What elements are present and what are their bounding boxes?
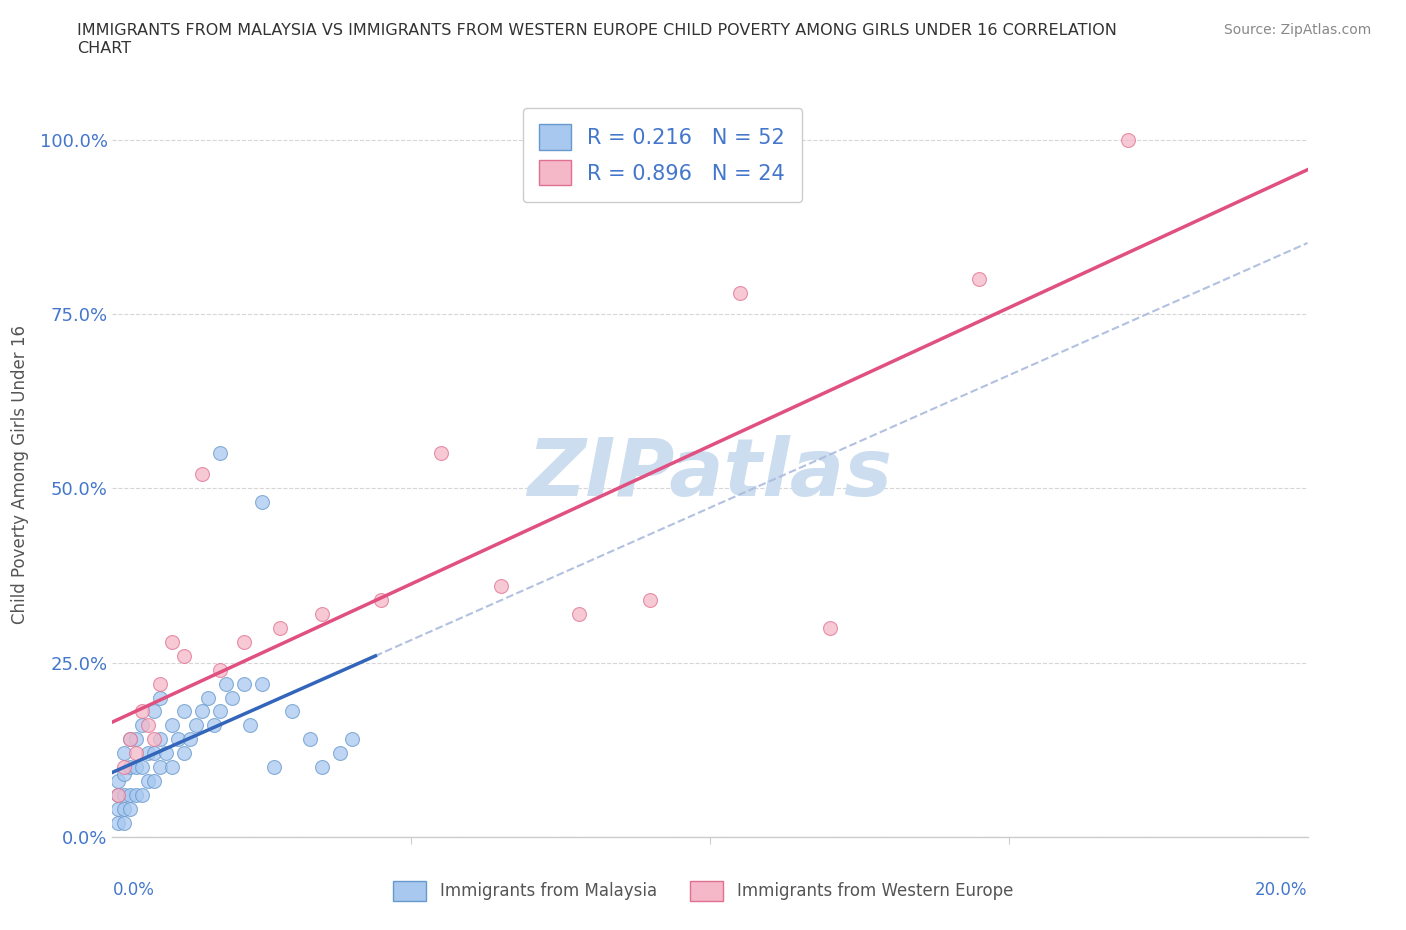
Point <box>155 746 177 761</box>
Point <box>221 690 243 705</box>
Point <box>269 620 291 635</box>
Point <box>125 788 148 803</box>
Point <box>209 662 232 677</box>
Point <box>114 766 135 781</box>
Point <box>179 732 201 747</box>
Text: 20.0%: 20.0% <box>1256 881 1308 898</box>
Point <box>138 746 160 761</box>
Point <box>250 495 273 510</box>
Point <box>143 774 166 789</box>
Point <box>131 788 153 803</box>
Point <box>131 718 153 733</box>
Y-axis label: Child Poverty Among Girls Under 16: Child Poverty Among Girls Under 16 <box>10 325 28 624</box>
Legend: Immigrants from Malaysia, Immigrants from Western Europe: Immigrants from Malaysia, Immigrants fro… <box>387 874 1019 908</box>
Point <box>329 746 352 761</box>
Point <box>114 816 135 830</box>
Point <box>107 788 129 803</box>
Text: IMMIGRANTS FROM MALAYSIA VS IMMIGRANTS FROM WESTERN EUROPE CHILD POVERTY AMONG G: IMMIGRANTS FROM MALAYSIA VS IMMIGRANTS F… <box>77 23 1118 56</box>
Point <box>114 746 135 761</box>
Point <box>120 732 142 747</box>
Point <box>197 690 219 705</box>
Point <box>114 802 135 817</box>
Point <box>263 760 285 775</box>
Point <box>107 774 129 789</box>
Point <box>209 704 232 719</box>
Point <box>107 816 129 830</box>
Point <box>114 760 135 775</box>
Point <box>311 760 333 775</box>
Point <box>125 746 148 761</box>
Point <box>131 760 153 775</box>
Point <box>967 272 990 286</box>
Point <box>298 732 321 747</box>
Point <box>818 620 841 635</box>
Point <box>250 676 273 691</box>
Point <box>191 704 214 719</box>
Point <box>107 788 129 803</box>
Point <box>138 718 160 733</box>
Point <box>430 446 453 461</box>
Point <box>149 732 172 747</box>
Point <box>149 690 172 705</box>
Point <box>489 578 512 593</box>
Point <box>125 760 148 775</box>
Point <box>186 718 208 733</box>
Point <box>233 634 256 649</box>
Point <box>728 286 751 300</box>
Point <box>143 746 166 761</box>
Text: Source: ZipAtlas.com: Source: ZipAtlas.com <box>1223 23 1371 37</box>
Point <box>191 467 214 482</box>
Point <box>167 732 190 747</box>
Point <box>640 592 662 607</box>
Point <box>125 732 148 747</box>
Text: 0.0%: 0.0% <box>112 881 155 898</box>
Point <box>239 718 262 733</box>
Point <box>149 760 172 775</box>
Point <box>340 732 363 747</box>
Point <box>120 732 142 747</box>
Point <box>173 648 195 663</box>
Point <box>138 774 160 789</box>
Text: ZIPatlas: ZIPatlas <box>527 435 893 513</box>
Point <box>370 592 392 607</box>
Point <box>143 732 166 747</box>
Point <box>311 606 333 621</box>
Point <box>568 606 591 621</box>
Point <box>209 446 232 461</box>
Point <box>215 676 238 691</box>
Point <box>120 788 142 803</box>
Point <box>173 704 195 719</box>
Point <box>162 634 183 649</box>
Point <box>233 676 256 691</box>
Point <box>162 718 183 733</box>
Point <box>120 802 142 817</box>
Point <box>162 760 183 775</box>
Point <box>131 704 153 719</box>
Point <box>143 704 166 719</box>
Point <box>107 802 129 817</box>
Point <box>202 718 225 733</box>
Legend: R = 0.216   N = 52, R = 0.896   N = 24: R = 0.216 N = 52, R = 0.896 N = 24 <box>523 108 801 202</box>
Point <box>173 746 195 761</box>
Point <box>120 760 142 775</box>
Point <box>114 788 135 803</box>
Point <box>281 704 304 719</box>
Point <box>149 676 172 691</box>
Point <box>1118 132 1140 147</box>
